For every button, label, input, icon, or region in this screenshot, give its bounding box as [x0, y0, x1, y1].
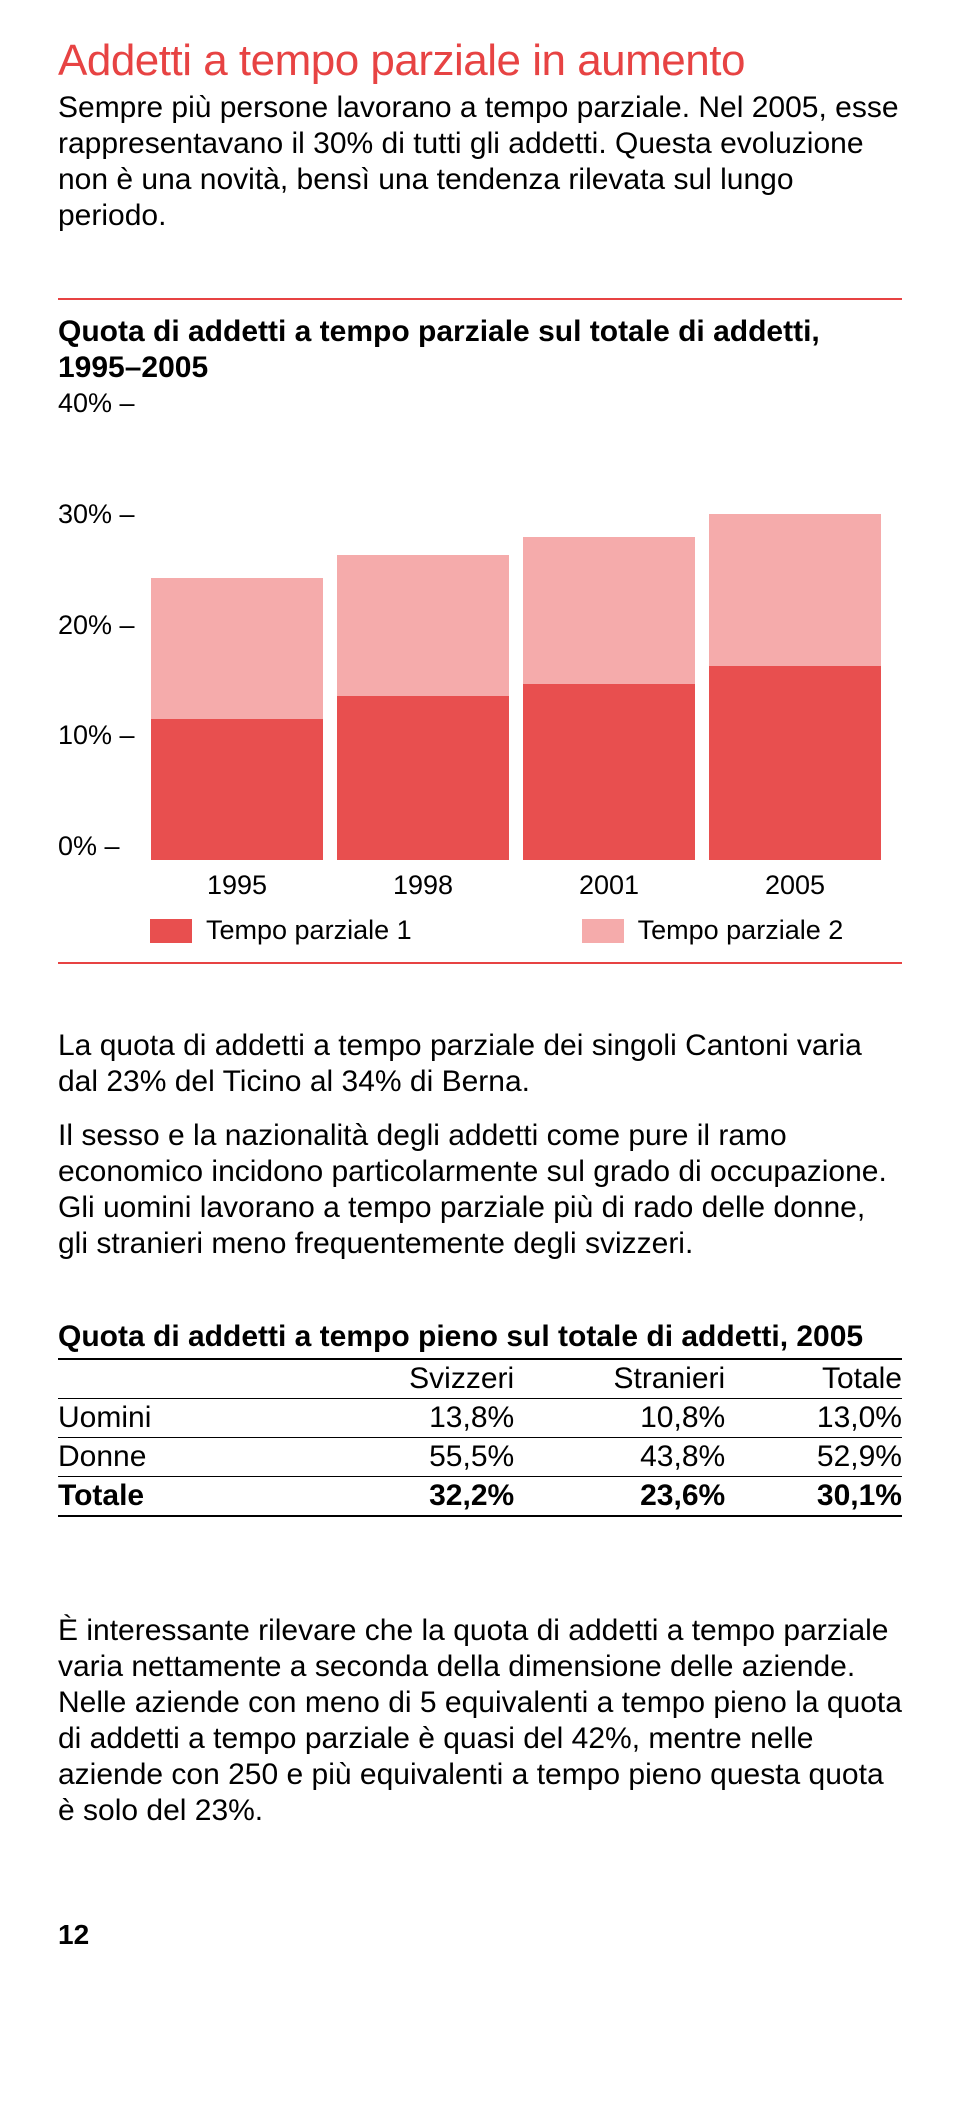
bar-segment — [337, 696, 508, 861]
bar-segment — [523, 684, 694, 860]
table-cell: Uomini — [58, 1399, 294, 1438]
bar-slot — [337, 555, 508, 861]
table-cell: 52,9% — [733, 1438, 902, 1477]
y-tick: 40% – — [58, 390, 135, 417]
table-cell: 43,8% — [522, 1438, 733, 1477]
table-header-cell: Stranieri — [522, 1360, 733, 1399]
y-tick: 20% – — [58, 612, 135, 639]
table-section: Quota di addetti a tempo pieno sul total… — [58, 1320, 902, 1517]
bar-segment — [337, 555, 508, 696]
table-cell: 10,8% — [522, 1399, 733, 1438]
page-title: Addetti a tempo parziale in aumento — [58, 38, 902, 84]
x-label: 1995 — [151, 870, 322, 901]
y-tick: 30% – — [58, 501, 135, 528]
legend-item: Tempo parziale 1 — [150, 915, 412, 946]
x-label: 2005 — [709, 870, 880, 901]
page-number: 12 — [58, 1919, 902, 1951]
intro-paragraph: Sempre più persone lavorano a tempo parz… — [58, 90, 902, 234]
bar-segment — [151, 578, 322, 719]
bar-segment — [151, 719, 322, 860]
chart-section: Quota di addetti a tempo parziale sul to… — [58, 298, 902, 964]
bar-stack — [523, 537, 694, 860]
bar-slot — [709, 514, 880, 861]
legend-label: Tempo parziale 1 — [206, 915, 412, 946]
bar-segment — [709, 514, 880, 667]
body-paragraph-2: Il sesso e la nazionalità degli addetti … — [58, 1118, 902, 1262]
table-header-cell: Totale — [733, 1360, 902, 1399]
legend-label: Tempo parziale 2 — [638, 915, 844, 946]
x-label: 1998 — [337, 870, 508, 901]
chart-body: 40% –30% –20% –10% –0% – 199519982001200… — [58, 390, 902, 946]
bar-stack — [337, 555, 508, 861]
y-tick: 0% – — [58, 833, 120, 860]
body-paragraph-3: È interessante rilevare che la quota di … — [58, 1613, 902, 1829]
x-label: 2001 — [523, 870, 694, 901]
table-cell: Donne — [58, 1438, 294, 1477]
table-title: Quota di addetti a tempo pieno sul total… — [58, 1320, 902, 1360]
table-cell: 23,6% — [522, 1477, 733, 1517]
chart-title: Quota di addetti a tempo parziale sul to… — [58, 314, 902, 386]
bar-slot — [523, 537, 694, 860]
table-row: Uomini13,8%10,8%13,0% — [58, 1399, 902, 1438]
table-cell: 30,1% — [733, 1477, 902, 1517]
table-row: Donne55,5%43,8%52,9% — [58, 1438, 902, 1477]
table-cell: 13,8% — [294, 1399, 522, 1438]
legend-swatch — [582, 919, 624, 943]
data-table: SvizzeriStranieriTotaleUomini13,8%10,8%1… — [58, 1360, 902, 1517]
table-header-cell: Svizzeri — [294, 1360, 522, 1399]
bar-stack — [151, 578, 322, 860]
table-header-row: SvizzeriStranieriTotale — [58, 1360, 902, 1399]
table-cell: 55,5% — [294, 1438, 522, 1477]
table-cell: Totale — [58, 1477, 294, 1517]
chart-legend: Tempo parziale 1 Tempo parziale 2 — [58, 915, 902, 946]
x-axis: 1995 1998 2001 2005 — [130, 870, 902, 901]
y-tick: 10% – — [58, 722, 135, 749]
plot-area — [130, 390, 902, 860]
table-cell: 13,0% — [733, 1399, 902, 1438]
table-row: Totale32,2%23,6%30,1% — [58, 1477, 902, 1517]
bar-segment — [709, 666, 880, 860]
bar-segment — [523, 537, 694, 684]
bar-slot — [151, 578, 322, 860]
legend-item: Tempo parziale 2 — [582, 915, 844, 946]
table-cell: 32,2% — [294, 1477, 522, 1517]
y-axis: 40% –30% –20% –10% –0% – — [58, 390, 130, 860]
legend-swatch — [150, 919, 192, 943]
table-header-cell — [58, 1360, 294, 1399]
body-paragraph-1: La quota di addetti a tempo parziale dei… — [58, 1028, 902, 1100]
bar-stack — [709, 514, 880, 861]
